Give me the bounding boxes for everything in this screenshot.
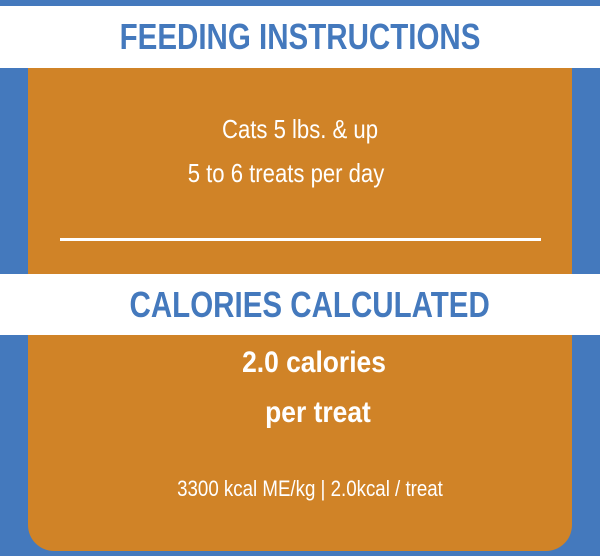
calories-line-1: 2.0 calories bbox=[242, 346, 386, 379]
feeding-line-1: Cats 5 lbs. & up bbox=[221, 114, 379, 144]
calories-detail: 3300 kcal ME/kg | 2.0kcal / treat bbox=[177, 476, 443, 501]
calories-line-2: per treat bbox=[265, 396, 371, 429]
calories-heading: CALORIES CALCULATED bbox=[129, 283, 491, 325]
feeding-line-2: 5 to 6 treats per day bbox=[187, 158, 385, 188]
feeding-heading: FEEDING INSTRUCTIONS bbox=[119, 16, 481, 57]
feeding-heading-band: FEEDING INSTRUCTIONS bbox=[0, 6, 600, 68]
calories-heading-band: CALORIES CALCULATED bbox=[0, 274, 600, 335]
divider bbox=[60, 238, 541, 241]
